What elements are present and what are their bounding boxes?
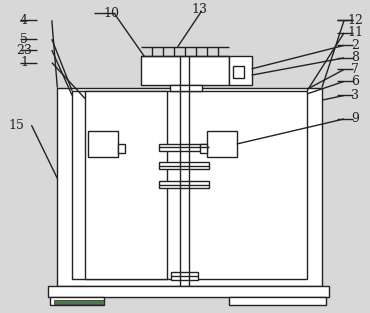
Bar xyxy=(159,144,209,151)
Bar xyxy=(50,297,104,305)
Text: 10: 10 xyxy=(103,7,119,20)
Bar xyxy=(88,131,118,156)
Text: 9: 9 xyxy=(351,112,359,126)
Text: 13: 13 xyxy=(192,3,208,16)
Bar xyxy=(207,131,237,156)
Bar xyxy=(229,297,326,305)
Text: 23: 23 xyxy=(16,44,32,57)
Text: 7: 7 xyxy=(351,63,359,76)
Bar xyxy=(48,286,329,297)
Text: 1: 1 xyxy=(20,56,28,69)
Bar xyxy=(200,144,207,153)
Bar xyxy=(85,91,166,279)
Text: 6: 6 xyxy=(351,75,359,88)
Bar xyxy=(57,88,322,286)
Bar xyxy=(233,66,244,78)
Bar xyxy=(159,181,209,188)
Bar xyxy=(141,56,229,85)
Text: 3: 3 xyxy=(351,89,359,102)
Text: 2: 2 xyxy=(351,39,359,52)
Text: 12: 12 xyxy=(347,14,363,27)
Text: 15: 15 xyxy=(9,119,24,132)
Bar xyxy=(171,272,198,280)
Bar xyxy=(170,85,202,91)
Text: 4: 4 xyxy=(20,14,28,27)
Text: 5: 5 xyxy=(20,33,28,46)
Text: 11: 11 xyxy=(347,26,363,39)
Bar xyxy=(72,91,307,279)
Text: 8: 8 xyxy=(351,51,359,64)
Bar xyxy=(229,56,252,85)
Bar xyxy=(54,300,104,304)
Bar xyxy=(159,162,209,169)
Bar xyxy=(118,144,125,153)
